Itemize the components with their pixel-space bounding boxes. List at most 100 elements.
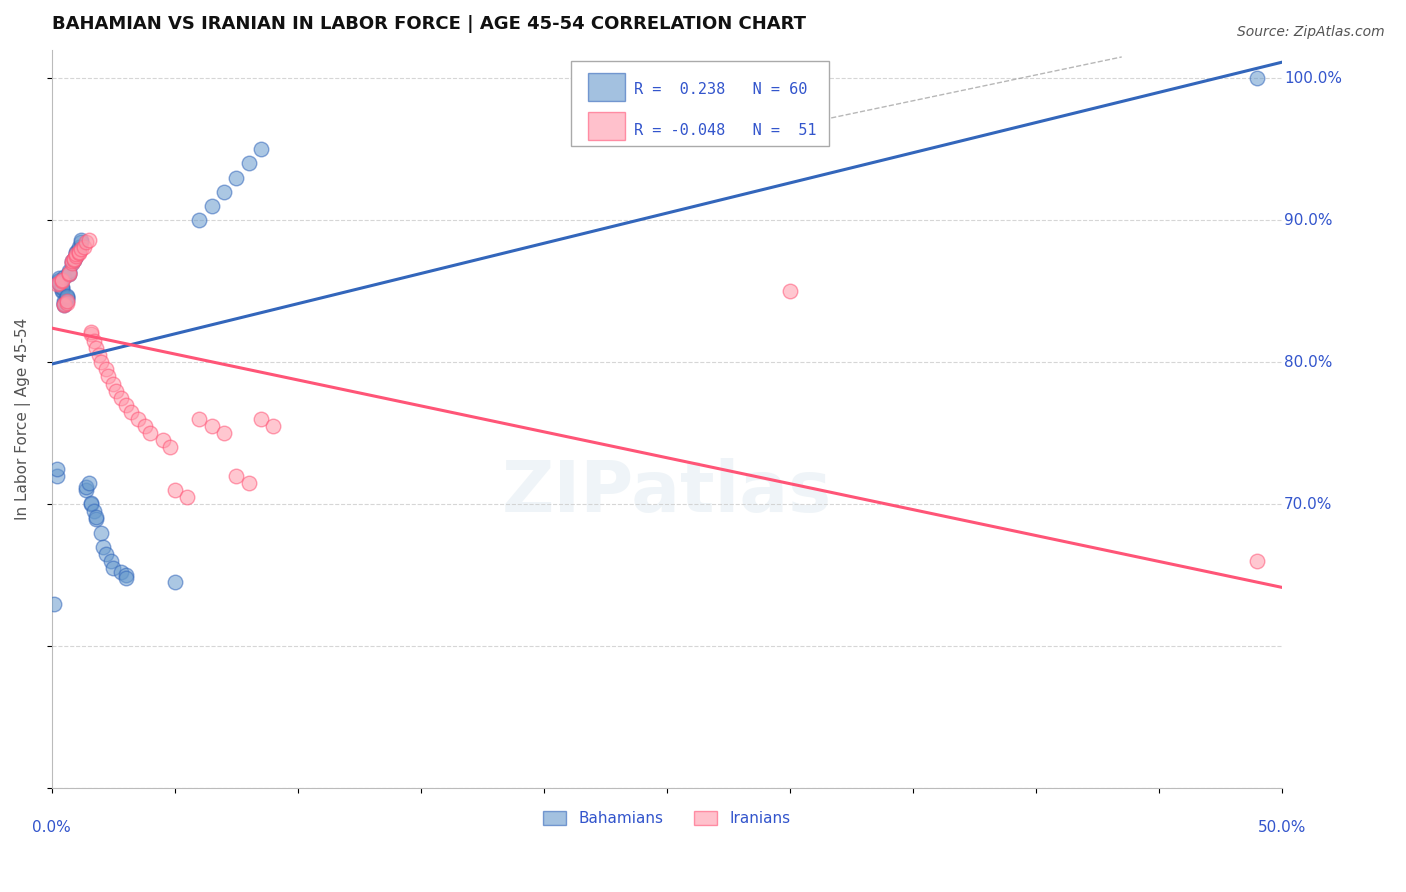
Legend: Bahamians, Iranians: Bahamians, Iranians (537, 805, 796, 832)
Point (51, 281, 73, 295)
Point (77, 233, 100, 247)
Point (114, 571, 136, 585)
Point (114, 398, 136, 412)
Point (97, 369, 120, 384)
Point (250, 412, 273, 426)
Point (53, 298, 76, 312)
Point (58, 267, 80, 281)
Text: BAHAMIAN VS IRANIAN IN LABOR FORCE | AGE 45-54 CORRELATION CHART: BAHAMIAN VS IRANIAN IN LABOR FORCE | AGE… (52, 15, 806, 33)
Point (262, 419, 284, 434)
Point (238, 156, 260, 170)
Point (134, 419, 156, 434)
Point (53, 295, 76, 310)
Text: ZIPatlas: ZIPatlas (502, 458, 832, 527)
Text: 0.0%: 0.0% (32, 820, 72, 835)
Point (55, 288, 77, 302)
Point (83, 504, 105, 518)
Point (80, 326, 103, 341)
Point (55, 291, 77, 305)
Point (53, 297, 76, 311)
Point (212, 426, 235, 441)
Point (51, 273, 73, 287)
Point (60, 256, 83, 270)
Point (103, 561, 125, 575)
Point (58, 266, 80, 280)
Point (55, 293, 77, 307)
Point (45, 462, 67, 476)
Point (67, 242, 90, 256)
Point (103, 376, 125, 391)
Point (58, 264, 80, 278)
Point (212, 185, 235, 199)
Point (53, 294, 76, 309)
Point (80, 326, 103, 340)
Point (65, 249, 87, 263)
FancyBboxPatch shape (571, 61, 830, 145)
Point (55, 294, 77, 309)
Point (163, 483, 186, 497)
Point (779, 285, 801, 299)
Point (65, 244, 87, 259)
Point (139, 426, 162, 441)
Point (48, 276, 70, 290)
Point (53, 298, 76, 312)
Point (127, 412, 149, 426)
Point (1246, 71, 1268, 86)
Point (152, 434, 174, 448)
Point (1246, 554, 1268, 568)
Text: R = -0.048   N =  51: R = -0.048 N = 51 (634, 123, 815, 138)
Point (58, 267, 80, 281)
Point (63, 252, 86, 266)
Point (80, 496, 103, 510)
Point (100, 554, 122, 568)
Point (176, 490, 198, 504)
Point (159, 441, 181, 455)
Point (51, 274, 73, 288)
Point (67, 246, 90, 260)
Point (48, 271, 70, 285)
Point (51, 280, 73, 294)
Point (87, 348, 110, 362)
Point (45, 277, 67, 292)
Point (70, 235, 93, 249)
Point (63, 252, 86, 266)
Point (225, 469, 247, 483)
Point (110, 566, 132, 580)
Text: 100.0%: 100.0% (1284, 70, 1343, 86)
Point (70, 242, 93, 256)
Point (60, 254, 83, 268)
Point (90, 355, 112, 369)
Point (110, 391, 132, 405)
Point (60, 254, 83, 268)
Point (225, 170, 247, 185)
Point (201, 419, 224, 434)
Point (120, 405, 142, 419)
Point (65, 249, 87, 263)
Point (45, 469, 67, 483)
Text: Source: ZipAtlas.com: Source: ZipAtlas.com (1237, 25, 1385, 39)
Y-axis label: In Labor Force | Age 45-54: In Labor Force | Age 45-54 (15, 318, 31, 520)
Point (75, 480, 97, 494)
Text: 80.0%: 80.0% (1284, 355, 1333, 370)
Point (67, 240, 90, 254)
Text: R =  0.238   N = 60: R = 0.238 N = 60 (634, 82, 807, 97)
Point (94, 362, 117, 376)
Point (51, 283, 73, 297)
Point (94, 547, 117, 561)
Point (53, 270, 76, 285)
Point (51, 285, 73, 299)
Point (163, 575, 186, 590)
FancyBboxPatch shape (588, 73, 624, 101)
Point (201, 199, 224, 213)
Point (238, 475, 260, 490)
Text: 50.0%: 50.0% (1257, 820, 1306, 835)
Point (188, 213, 211, 227)
Point (48, 277, 70, 292)
Point (84, 341, 107, 355)
Point (67, 244, 90, 259)
Point (55, 290, 77, 304)
Point (63, 253, 86, 268)
Point (84, 511, 107, 525)
Point (90, 525, 112, 540)
Point (93, 540, 115, 554)
